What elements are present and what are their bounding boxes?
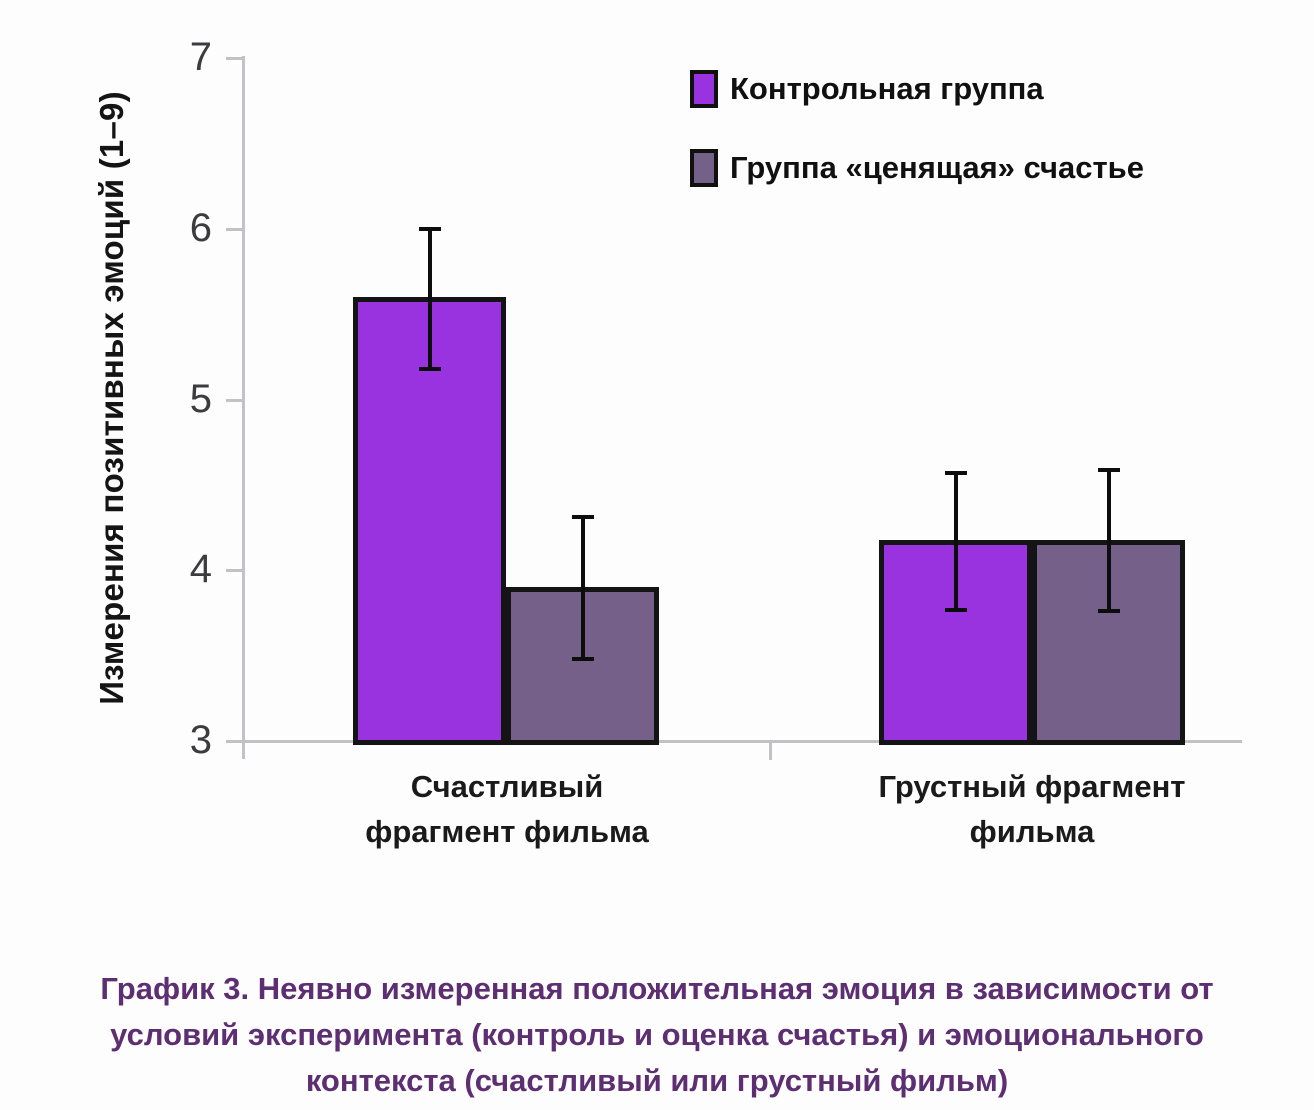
error-bar-cap-top-control-group-category-2: [944, 470, 967, 475]
error-bar-cap-bottom-valuing-happiness-group-category-2: [1097, 609, 1120, 614]
x-category-label-sad-film-line2: фильма: [969, 814, 1095, 849]
x-category-label-sad-film-line1: Грустный фрагмент: [878, 769, 1186, 804]
caption-line-2: условий эксперимента (контроль и оценка …: [110, 1017, 1204, 1052]
y-tick-label-5: 5: [189, 376, 212, 421]
error-bar-cap-bottom-valuing-happiness-group-category-1: [571, 657, 594, 662]
x-category-label-happy-film-line1: Счастливый: [410, 769, 604, 804]
y-axis-line: [242, 56, 245, 759]
legend: Контрольная группа Группа «ценящая» счас…: [690, 70, 1144, 228]
legend-item-control-group: Контрольная группа: [690, 70, 1144, 108]
error-bar-line-control-group-category-2: [953, 472, 958, 610]
error-bar-cap-bottom-control-group-category-2: [944, 607, 967, 612]
error-bar-line-control-group-category-1: [427, 228, 432, 369]
x-category-label-happy-film-line2: фрагмент фильма: [365, 814, 649, 849]
y-tick-mark-5: [226, 398, 244, 402]
x-category-label-sad-film: Грустный фрагмент фильма: [802, 764, 1262, 854]
y-tick-label-4: 4: [189, 547, 212, 592]
y-tick-mark-7: [226, 57, 244, 60]
error-bar-cap-bottom-control-group-category-1: [418, 366, 441, 371]
figure-caption: График 3. Неявно измеренная положительна…: [0, 966, 1314, 1104]
caption-line-3: контекста (счастливый или грустный фильм…: [305, 1063, 1009, 1098]
y-tick-label-6: 6: [189, 205, 212, 250]
y-tick-mark-4: [226, 569, 244, 573]
error-bar-cap-top-valuing-happiness-group-category-2: [1097, 467, 1120, 472]
bar-control-group-category-1: [353, 297, 506, 745]
y-tick-mark-3: [226, 740, 244, 743]
error-bar-line-valuing-happiness-group-category-2: [1106, 469, 1111, 612]
caption-line-1: График 3. Неявно измеренная положительна…: [100, 971, 1214, 1006]
legend-label-valuing-happiness-group: Группа «ценящая» счастье: [730, 150, 1144, 185]
legend-swatch-control-group: [690, 70, 718, 108]
y-tick-mark-6: [226, 227, 244, 231]
x-axis-line: [226, 740, 1242, 743]
y-tick-label-7: 7: [189, 35, 212, 79]
error-bar-cap-top-valuing-happiness-group-category-1: [571, 515, 594, 520]
legend-item-valuing-happiness-group: Группа «ценящая» счастье: [690, 149, 1144, 187]
y-tick-label-3: 3: [189, 718, 212, 762]
error-bar-cap-top-control-group-category-1: [418, 226, 441, 231]
x-category-label-happy-film: Счастливый фрагмент фильма: [277, 764, 737, 854]
legend-swatch-valuing-happiness-group: [690, 149, 718, 187]
legend-label-control-group: Контрольная группа: [730, 71, 1044, 106]
x-axis-category-tick: [769, 740, 772, 760]
error-bar-line-valuing-happiness-group-category-1: [580, 517, 585, 660]
